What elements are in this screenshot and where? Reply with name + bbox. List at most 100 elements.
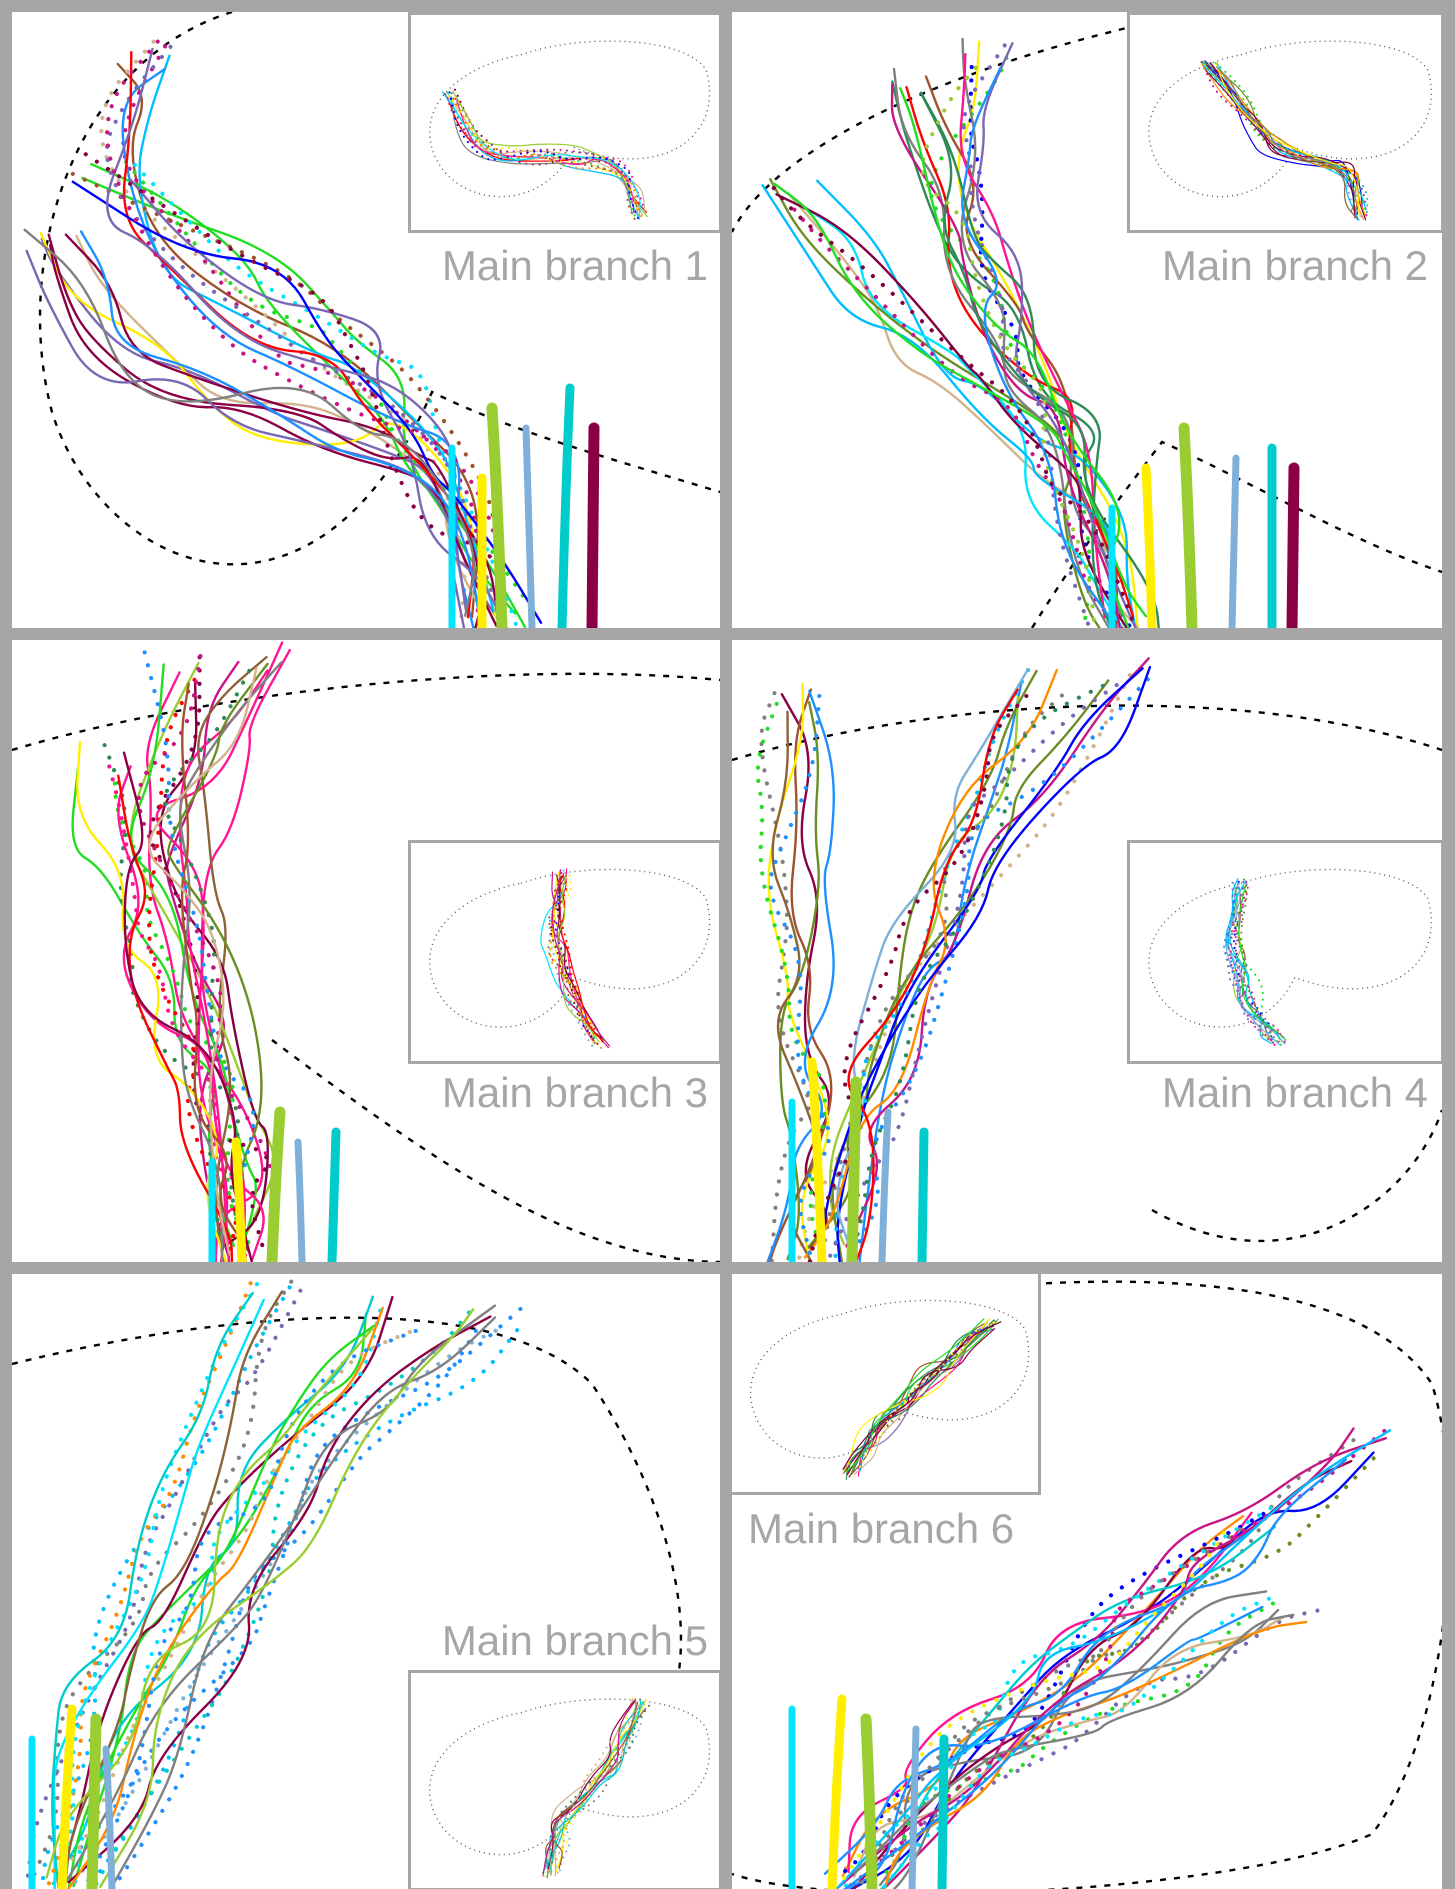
panel-3-stem	[327, 1127, 341, 1262]
panel-5-trace	[66, 1306, 384, 1889]
panel-4-trace	[817, 665, 1152, 1262]
panel-2-label: Main branch 2	[1161, 242, 1428, 289]
panel-4-inset-traces	[1148, 868, 1433, 1048]
panel-2-inset-trace	[1204, 64, 1357, 219]
panel-3-trace	[102, 743, 246, 1251]
panel-6-inset-trace	[852, 1325, 992, 1473]
panel-1-inset-trace	[456, 99, 635, 214]
panel-1-inset	[408, 12, 720, 233]
panel-1-trace	[121, 67, 475, 628]
panel-4-inset-trace	[1226, 881, 1282, 1047]
panel-4-inset-trace	[1223, 886, 1276, 1046]
panel-3-stem	[231, 1137, 247, 1262]
panel-6-label: Main branch 6	[748, 1505, 1015, 1552]
panel-6-stem	[860, 1713, 878, 1889]
panel-2-inset-traces	[1148, 40, 1433, 221]
panel-5-trace	[110, 1328, 478, 1889]
panel-5-trace	[25, 1288, 303, 1883]
panel-4-trace	[825, 683, 1119, 1262]
panel-3-trace	[180, 682, 251, 1253]
panel-2-inset	[1127, 12, 1442, 233]
panel-2-inset-trace	[1215, 61, 1360, 217]
panel-5-trace	[67, 1324, 376, 1889]
panel-1-stem	[586, 422, 600, 628]
panel-3-inset-trace	[551, 869, 611, 1047]
panel-5-trace	[45, 1327, 374, 1879]
panel-6-trace	[854, 1527, 1242, 1889]
panel-4-trace	[768, 688, 833, 1262]
panel-4-trace	[767, 682, 830, 1261]
panel-3-trace	[122, 751, 254, 1262]
panel-1-trace	[23, 228, 476, 617]
panel-6-trace	[841, 1515, 1244, 1878]
panel-1-inset-trace	[450, 92, 640, 213]
panel-4-trace	[766, 689, 835, 1262]
panel-3-trace	[117, 774, 234, 1262]
panel-6-trace	[879, 1525, 1276, 1889]
panel-2-inset-trace	[1200, 61, 1368, 219]
panel-2-stem	[1178, 422, 1198, 628]
panel-5-stem	[86, 1713, 102, 1889]
panel-4-inset-trace	[1234, 883, 1287, 1039]
panel-4-inset-outline	[1148, 868, 1433, 1028]
panel-4-trace	[805, 669, 1038, 1251]
panel-2-inset-trace	[1217, 68, 1365, 220]
panel-1-inset-trace	[452, 97, 637, 222]
panel-2-inset-trace	[1204, 69, 1356, 219]
panel-3-trace	[197, 655, 268, 1262]
panel-1-inset-trace	[447, 92, 641, 220]
panel-5-trace	[109, 1316, 497, 1889]
panel-4-outline	[732, 704, 1442, 1243]
panel-5-trace	[60, 1304, 497, 1889]
panel-5-inset-outline	[429, 1698, 711, 1856]
panel-6-stem	[827, 1694, 847, 1889]
panel-1-stem	[557, 383, 575, 628]
panel-3-inset	[408, 840, 720, 1064]
panel-3-outline	[12, 672, 720, 1262]
panel-4-stem	[917, 1127, 929, 1262]
panel-4-label: Main branch 4	[1161, 1069, 1428, 1116]
panel-5-inset-trace	[541, 1704, 641, 1879]
panel-1: Main branch 1	[12, 12, 720, 628]
panel-6-inset	[732, 1274, 1041, 1495]
panel-3-trace	[148, 666, 258, 1256]
panel-2-inset-trace	[1201, 63, 1367, 218]
panel-5-traces	[12, 1274, 683, 1889]
panel-1-trace	[99, 39, 467, 628]
panel-5-inset-trace	[555, 1702, 643, 1878]
panel-4-trace	[828, 695, 1020, 1246]
panel-1-trace	[64, 233, 483, 628]
panel-3-trace	[179, 661, 283, 1262]
panel-1-trace	[129, 178, 508, 628]
panel-3-traces	[12, 641, 720, 1262]
panel-6-trace	[858, 1456, 1376, 1880]
panel-1-trace	[122, 51, 475, 619]
panel-1-stem	[522, 424, 536, 628]
panel-5-inset-trace	[543, 1700, 642, 1872]
panel-2-trace	[961, 66, 1117, 627]
panel-1-inset-traces	[429, 40, 711, 222]
panel-5-inset	[408, 1670, 720, 1889]
panel-2-trace	[792, 207, 1125, 628]
panel-3-trace	[76, 740, 228, 1262]
panel-4-trace	[845, 677, 1150, 1262]
panel-2-inset-trace	[1215, 66, 1356, 213]
panel-6-stem	[908, 1725, 920, 1889]
panel-3-stem	[266, 1106, 286, 1262]
panel-1-trace	[79, 230, 483, 628]
panel-1-inset-trace	[450, 96, 633, 215]
panel-6-trace	[823, 1529, 1252, 1875]
panel-6-inset-trace	[848, 1327, 988, 1478]
panel-1-inset-trace	[453, 97, 644, 221]
panel-3-inset-trace	[559, 873, 604, 1042]
panel-3: Main branch 3	[12, 640, 720, 1262]
panel-5-trace	[67, 1315, 492, 1884]
panel-5-inset-trace	[552, 1701, 639, 1869]
panel-2-trace	[905, 86, 1135, 618]
panel-2-stem	[1141, 463, 1157, 628]
panel-3-stem	[294, 1138, 306, 1262]
panel-2: Main branch 2	[732, 12, 1442, 628]
panel-3-inset-outline	[429, 868, 711, 1028]
panel-2-traces	[732, 20, 1442, 628]
